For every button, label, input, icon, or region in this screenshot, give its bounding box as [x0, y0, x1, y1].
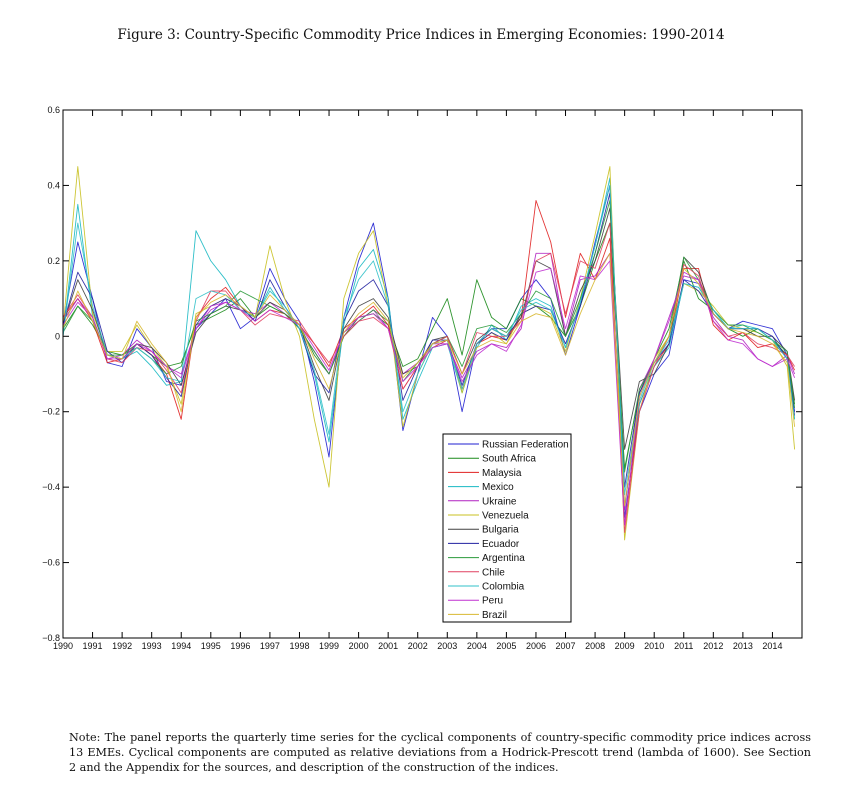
y-tick-label: −0.4 [42, 482, 60, 492]
legend-label: Venezuela [482, 511, 529, 522]
x-tick-label: 1993 [142, 641, 162, 651]
legend-label: Mexico [482, 482, 514, 493]
series-line-south-africa [62, 222, 796, 469]
x-tick-label: 2002 [408, 641, 428, 651]
x-tick-label: 1991 [83, 641, 103, 651]
legend-label: Ukraine [482, 496, 517, 507]
x-tick-label: 2006 [526, 641, 546, 651]
legend-label: Russian Federation [482, 440, 569, 451]
legend-label: Malaysia [482, 468, 522, 479]
series-line-malaysia [62, 200, 796, 526]
legend-label: Argentina [482, 553, 525, 564]
x-tick-label: 2000 [349, 641, 369, 651]
x-tick-label: 2014 [762, 641, 782, 651]
x-tick-label: 2009 [615, 641, 635, 651]
x-tick-label: 2013 [733, 641, 753, 651]
series-line-ecuador [62, 192, 796, 488]
series-line-brazil [62, 252, 796, 507]
x-tick-label: 2007 [556, 641, 576, 651]
figure-note: Note: The panel reports the quarterly ti… [69, 731, 811, 774]
y-tick-label: 0.2 [47, 256, 60, 266]
x-tick-label: 1999 [319, 641, 339, 651]
legend-label: Chile [482, 567, 505, 578]
y-tick-label: −0.8 [42, 633, 60, 643]
legend-box [442, 433, 572, 623]
legend: Russian Federation South Africa Malaysia Me… [442, 433, 572, 623]
x-tick-label: 2011 [674, 641, 693, 651]
x-tick-label: 1990 [53, 641, 73, 651]
x-tick-label: 1994 [171, 641, 191, 651]
line-chart: 1990 1991 1992 1993 1994 1995 1996 1997 1998 1999… [42, 105, 803, 651]
legend-label: South Africa [482, 454, 536, 465]
x-tick-label: 1997 [260, 641, 280, 651]
y-tick-label: −0.2 [42, 407, 60, 417]
x-tick-label: 2008 [585, 641, 605, 651]
series-line-colombia [62, 184, 796, 496]
y-tick-label: −0.6 [42, 558, 60, 568]
x-tick-label: 2005 [496, 641, 516, 651]
series-layer [62, 166, 796, 541]
legend-label: Peru [482, 596, 503, 607]
legend-label: Ecuador [482, 539, 520, 550]
series-line-bulgaria [62, 207, 796, 450]
ticks-layer: 1990 1991 1992 1993 1994 1995 1996 1997 1998 1999… [42, 105, 802, 651]
x-tick-label: 2004 [467, 641, 487, 651]
series-line-peru [62, 260, 796, 526]
x-tick-label: 1995 [201, 641, 221, 651]
x-tick-label: 2003 [437, 641, 457, 651]
y-tick-label: 0.4 [47, 180, 60, 190]
figure-title: Figure 3: Country-Specific Commodity Pri… [117, 27, 725, 43]
x-tick-label: 1998 [289, 641, 309, 651]
x-tick-label: 1992 [112, 641, 132, 651]
x-tick-label: 1996 [230, 641, 250, 651]
legend-label: Colombia [482, 582, 525, 593]
series-line-mexico [62, 177, 796, 507]
legend-label: Bulgaria [482, 525, 519, 536]
y-tick-label: 0.6 [47, 105, 60, 115]
x-tick-label: 2001 [378, 641, 398, 651]
x-tick-label: 2012 [703, 641, 723, 651]
y-tick-label: 0 [55, 331, 60, 341]
legend-label: Brazil [482, 610, 507, 621]
series-line-venezuela [62, 166, 796, 541]
x-tick-label: 2010 [644, 641, 664, 651]
plot-frame [62, 109, 803, 639]
